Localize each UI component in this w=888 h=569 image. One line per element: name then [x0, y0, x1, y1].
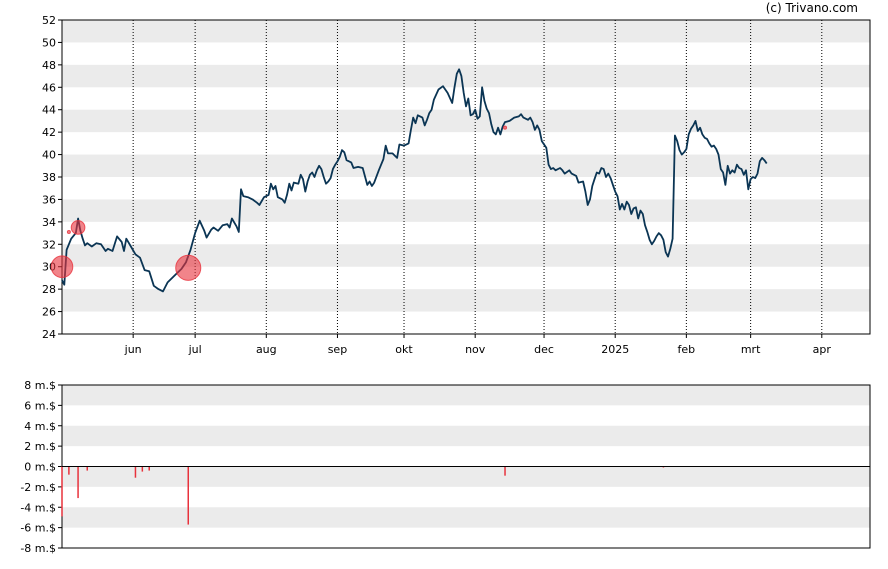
credit-label: (c) Trivano.com [765, 1, 858, 15]
month-tick-label: aug [256, 343, 277, 356]
flow-bar [61, 466, 63, 517]
price-grid-band [62, 20, 870, 43]
price-y-tick-label: 26 [42, 306, 56, 319]
flow-grid-band [62, 507, 870, 528]
price-grid-band [62, 199, 870, 222]
month-tick-label: sep [328, 343, 347, 356]
flow-y-tick-label: 8 m.$ [24, 379, 56, 392]
price-y-tick-label: 50 [42, 36, 56, 49]
flow-bar [77, 466, 79, 499]
event-marker [50, 255, 74, 278]
price-grid-band [62, 154, 870, 177]
price-grid-band [62, 109, 870, 133]
month-tick-label: 2025 [601, 343, 629, 356]
month-tick-label: dec [534, 343, 554, 356]
price-line [61, 68, 768, 293]
price-grid-band [62, 64, 870, 88]
month-tick-label: apr [813, 343, 832, 356]
flow-y-tick-label: 6 m.$ [24, 399, 56, 412]
price-y-tick-label: 28 [42, 283, 56, 296]
flow-y-tick-label: 0 m.$ [24, 461, 56, 474]
flow-bar [141, 466, 144, 472]
flow-y-tick-label: -2 m.$ [20, 481, 56, 494]
price-y-tick-label: 52 [42, 14, 56, 27]
price-y-tick-label: 40 [42, 149, 56, 162]
month-tick-label: nov [465, 343, 486, 356]
month-tick-label: feb [678, 343, 696, 356]
flow-y-tick-label: 4 m.$ [24, 420, 56, 433]
flow-grid-band [62, 425, 870, 447]
flow-grid-band [62, 466, 870, 487]
flow-bar [68, 466, 70, 475]
price-y-tick-label: 24 [42, 328, 56, 341]
flow-y-tick-label: -6 m.$ [20, 522, 56, 535]
month-tick-label: okt [395, 343, 413, 356]
flow-bar [148, 466, 150, 471]
price-plot-frame [61, 19, 871, 335]
flow-y-tick-label: -8 m.$ [20, 542, 56, 555]
event-marker [70, 220, 86, 235]
flow-bar [662, 466, 665, 468]
price-y-tick-label: 38 [42, 171, 56, 184]
flow-grid-band [62, 385, 870, 406]
month-tick-label: mrt [741, 343, 761, 356]
flow-bar [86, 466, 88, 471]
price-y-tick-label: 36 [42, 193, 56, 206]
event-marker [66, 229, 71, 234]
event-marker [175, 254, 202, 281]
month-tick-label: jul [188, 343, 202, 356]
price-y-tick-label: 32 [42, 238, 56, 251]
flow-bar [504, 466, 506, 476]
flow-y-tick-label: 2 m.$ [24, 440, 56, 453]
price-y-tick-label: 34 [42, 216, 56, 229]
price-y-tick-label: 46 [42, 81, 56, 94]
flow-y-tick-label: -4 m.$ [20, 501, 56, 514]
price-y-tick-label: 48 [42, 59, 56, 72]
flow-bar [187, 466, 189, 525]
flow-bar [134, 466, 137, 478]
month-tick-label: jun [124, 343, 142, 356]
price-grid-band [62, 244, 870, 267]
price-grid-band [62, 289, 870, 312]
event-marker [502, 125, 508, 130]
price-y-tick-label: 42 [42, 126, 56, 139]
price-y-tick-label: 44 [42, 104, 56, 117]
